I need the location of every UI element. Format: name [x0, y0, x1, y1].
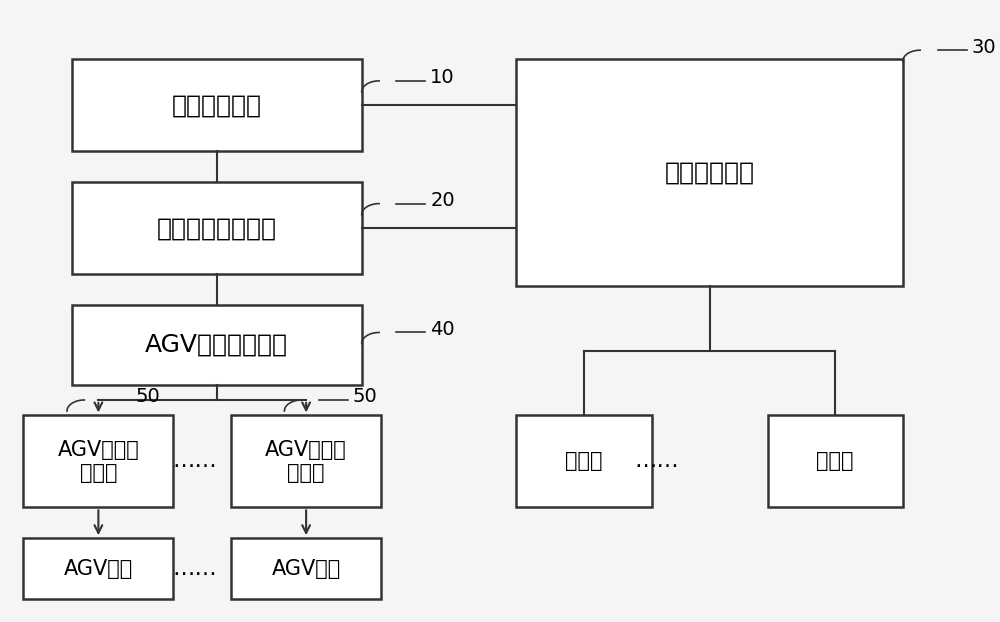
Bar [516, 59, 903, 287]
Bar [23, 538, 173, 600]
Text: AGV任务调度模块: AGV任务调度模块 [145, 333, 288, 357]
Text: 生产计划模块: 生产计划模块 [172, 93, 262, 118]
Text: ……: …… [172, 559, 217, 578]
Text: 生产线: 生产线 [565, 452, 603, 471]
Text: AGV小车控
制模块: AGV小车控 制模块 [58, 440, 139, 483]
Bar [768, 415, 903, 508]
Bar [72, 305, 362, 384]
Bar [72, 59, 362, 151]
Bar [23, 415, 173, 508]
Bar [231, 415, 381, 508]
Text: 30: 30 [971, 37, 996, 57]
Bar [231, 538, 381, 600]
Text: 40: 40 [430, 320, 455, 339]
Text: 20: 20 [430, 191, 455, 210]
Text: 10: 10 [430, 68, 455, 87]
Bar [516, 415, 652, 508]
Text: 50: 50 [136, 388, 160, 406]
Text: AGV小车: AGV小车 [64, 559, 133, 578]
Text: 物料需求管理模块: 物料需求管理模块 [157, 216, 277, 240]
Text: AGV小车: AGV小车 [272, 559, 341, 578]
Text: 生产线: 生产线 [816, 452, 854, 471]
Text: ……: …… [172, 452, 217, 471]
Text: 50: 50 [353, 388, 378, 406]
Text: AGV小车控
制模块: AGV小车控 制模块 [265, 440, 347, 483]
Text: ……: …… [634, 452, 679, 471]
Text: 中央控制模块: 中央控制模块 [665, 161, 755, 185]
Bar [72, 182, 362, 274]
